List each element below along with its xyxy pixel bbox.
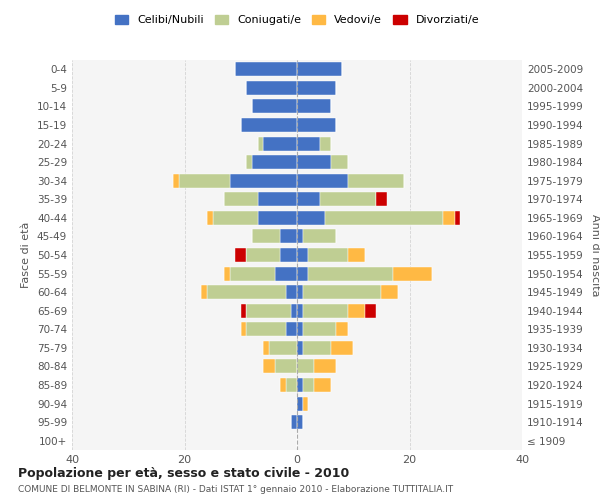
Bar [331, 341, 353, 355]
Bar [302, 322, 337, 336]
Bar [297, 211, 325, 225]
Bar [224, 266, 229, 280]
Text: COMUNE DI BELMONTE IN SABINA (RI) - Dati ISTAT 1° gennaio 2010 - Elaborazione TU: COMUNE DI BELMONTE IN SABINA (RI) - Dati… [18, 486, 453, 494]
Bar [297, 322, 302, 336]
Bar [376, 192, 387, 206]
Bar [297, 136, 320, 150]
Bar [302, 285, 382, 299]
Bar [347, 174, 404, 188]
Bar [247, 322, 286, 336]
Bar [297, 378, 302, 392]
Bar [247, 248, 280, 262]
Bar [252, 155, 297, 169]
Bar [286, 378, 297, 392]
Bar [347, 304, 365, 318]
Bar [320, 192, 376, 206]
Bar [280, 230, 297, 243]
Bar [302, 230, 337, 243]
Bar [241, 304, 247, 318]
Bar [235, 62, 297, 76]
Bar [297, 192, 320, 206]
Bar [347, 248, 365, 262]
Bar [337, 322, 347, 336]
Bar [297, 341, 302, 355]
Bar [286, 322, 297, 336]
Bar [257, 192, 297, 206]
Bar [455, 211, 460, 225]
Bar [297, 360, 314, 374]
Bar [297, 396, 302, 410]
Bar [229, 266, 275, 280]
Bar [302, 304, 347, 318]
Bar [365, 304, 376, 318]
Bar [229, 174, 297, 188]
Bar [280, 248, 297, 262]
Bar [212, 211, 257, 225]
Bar [292, 415, 297, 429]
Bar [235, 248, 247, 262]
Bar [297, 81, 337, 95]
Bar [263, 341, 269, 355]
Legend: Celibi/Nubili, Coniugati/e, Vedovi/e, Divorziati/e: Celibi/Nubili, Coniugati/e, Vedovi/e, Di… [115, 15, 479, 26]
Bar [320, 136, 331, 150]
Bar [173, 174, 179, 188]
Y-axis label: Anni di nascita: Anni di nascita [590, 214, 600, 296]
Bar [297, 118, 337, 132]
Bar [297, 62, 342, 76]
Bar [257, 211, 297, 225]
Bar [297, 304, 302, 318]
Bar [179, 174, 229, 188]
Bar [241, 322, 247, 336]
Bar [286, 285, 297, 299]
Bar [297, 285, 302, 299]
Bar [269, 341, 297, 355]
Bar [314, 378, 331, 392]
Bar [247, 155, 252, 169]
Bar [314, 360, 337, 374]
Bar [297, 248, 308, 262]
Bar [275, 360, 297, 374]
Bar [247, 81, 297, 95]
Bar [247, 304, 292, 318]
Text: Popolazione per età, sesso e stato civile - 2010: Popolazione per età, sesso e stato civil… [18, 468, 349, 480]
Bar [331, 155, 347, 169]
Bar [297, 266, 308, 280]
Bar [382, 285, 398, 299]
Bar [263, 136, 297, 150]
Bar [224, 192, 257, 206]
Bar [297, 415, 302, 429]
Bar [275, 266, 297, 280]
Bar [297, 155, 331, 169]
Bar [392, 266, 432, 280]
Bar [263, 360, 275, 374]
Bar [325, 211, 443, 225]
Bar [302, 341, 331, 355]
Bar [252, 100, 297, 114]
Y-axis label: Fasce di età: Fasce di età [22, 222, 31, 288]
Bar [257, 136, 263, 150]
Bar [252, 230, 280, 243]
Bar [292, 304, 297, 318]
Bar [443, 211, 455, 225]
Bar [202, 285, 207, 299]
Bar [302, 378, 314, 392]
Bar [297, 174, 347, 188]
Bar [308, 248, 347, 262]
Bar [241, 118, 297, 132]
Bar [207, 211, 212, 225]
Bar [280, 378, 286, 392]
Bar [207, 285, 286, 299]
Bar [302, 396, 308, 410]
Bar [308, 266, 392, 280]
Bar [297, 100, 331, 114]
Bar [297, 230, 302, 243]
